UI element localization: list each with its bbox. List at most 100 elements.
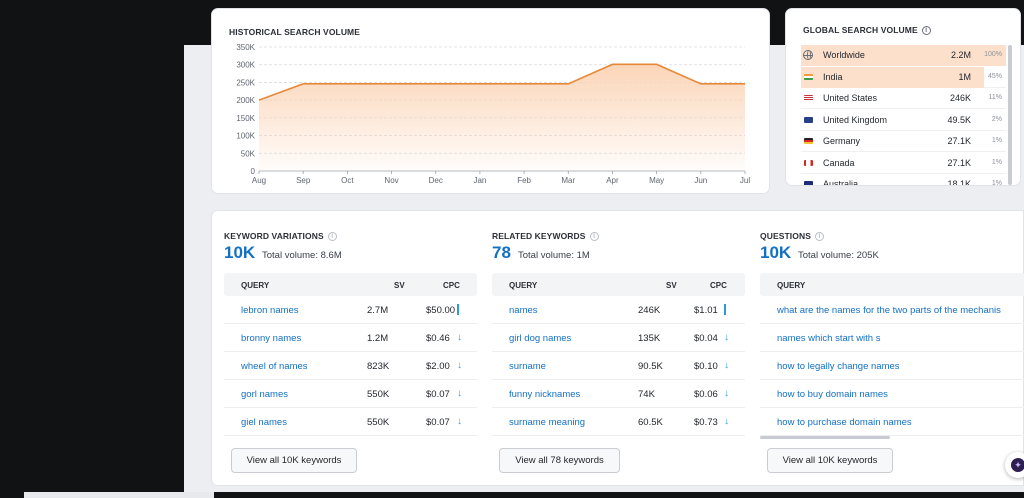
keyword-row: names 246K $1.01 xyxy=(492,296,745,324)
questions-count: 10K xyxy=(760,243,792,262)
data-point[interactable] xyxy=(478,82,482,86)
data-point[interactable] xyxy=(257,98,261,102)
volume-area xyxy=(259,64,745,171)
country-row[interactable]: India 1M 45% xyxy=(801,66,1006,88)
country-volume: 27.1K xyxy=(947,157,971,168)
cpc-value: $0.46 xyxy=(426,333,450,344)
query-column-header[interactable]: QUERY xyxy=(509,281,538,290)
keyword-link[interactable]: what are the names for the two parts of … xyxy=(777,305,1001,316)
country-share: 1% xyxy=(991,137,1002,144)
view-all-related-button[interactable]: View all 78 keywords xyxy=(499,448,620,473)
related-title-text: RELATED KEYWORDS xyxy=(492,231,586,241)
data-point[interactable] xyxy=(699,82,703,86)
trend-down-icon: ↓ xyxy=(724,388,729,399)
y-tick-label: 250K xyxy=(236,78,255,87)
keyword-link[interactable]: how to buy domain names xyxy=(777,389,888,400)
query-column-header[interactable]: QUERY xyxy=(777,281,806,290)
search-volume: 823K xyxy=(367,361,390,372)
y-tick-label: 350K xyxy=(236,43,255,52)
cpc-value: $0.07 xyxy=(426,417,450,428)
keyword-link[interactable]: lebron names xyxy=(241,305,299,316)
related-title: RELATED KEYWORDS i xyxy=(492,231,599,242)
x-tick-label: May xyxy=(649,176,664,185)
search-volume: 60.5K xyxy=(638,417,663,428)
country-row[interactable]: United Kingdom 49.5K 2% xyxy=(801,110,1006,131)
questions-horizontal-scrollbar[interactable] xyxy=(760,436,890,439)
questions-title: QUESTIONS i xyxy=(760,231,824,242)
keyword-link[interactable]: names xyxy=(509,305,538,316)
y-tick-label: 100K xyxy=(236,132,255,141)
data-point[interactable] xyxy=(655,62,659,66)
country-row[interactable]: Worldwide 2.2M 100% xyxy=(801,45,1006,66)
related-count: 78 xyxy=(492,243,511,262)
questions-title-text: QUESTIONS xyxy=(760,231,811,241)
keyword-row: wheel of names 823K $2.00 ↓ xyxy=(224,352,477,380)
flag-australia-icon xyxy=(804,181,813,185)
keyword-link[interactable]: bronny names xyxy=(241,333,302,344)
data-point[interactable] xyxy=(610,62,614,66)
keyword-link[interactable]: wheel of names xyxy=(241,361,308,372)
trend-down-icon: ↓ xyxy=(457,360,462,371)
keyword-link[interactable]: names which start with s xyxy=(777,333,881,344)
related-total-volume: Total volume: 1M xyxy=(518,250,590,261)
data-point[interactable] xyxy=(390,82,394,86)
keyword-link[interactable]: girl dog names xyxy=(509,333,572,344)
keyword-link[interactable]: giel names xyxy=(241,417,287,428)
country-volume: 27.1K xyxy=(947,136,971,146)
scrollbar-thumb[interactable] xyxy=(1008,45,1012,185)
info-icon[interactable]: i xyxy=(327,232,337,242)
data-point[interactable] xyxy=(743,82,747,86)
search-volume: 90.5K xyxy=(638,361,663,372)
cpc-value: $0.73 xyxy=(694,417,718,428)
taskbar-strip xyxy=(0,492,1024,498)
questions-table-header: QUERY xyxy=(760,273,1024,296)
keyword-link[interactable]: surname xyxy=(509,361,546,372)
cpc-column-header[interactable]: CPC xyxy=(710,281,727,290)
assistant-button[interactable]: ✦ xyxy=(1005,452,1024,478)
data-point[interactable] xyxy=(522,82,526,86)
cpc-value: $50.00 xyxy=(426,305,456,316)
keyword-link[interactable]: gorl names xyxy=(241,389,288,400)
variations-table-header: QUERY SV CPC xyxy=(224,273,477,296)
variations-title: KEYWORD VARIATIONS i xyxy=(224,231,337,242)
country-share: 100% xyxy=(984,51,1002,58)
cpc-value: $2.00 xyxy=(426,361,450,372)
view-all-questions-button[interactable]: View all 10K keywords xyxy=(767,448,893,473)
country-row[interactable]: Australia 18.1K 1% xyxy=(801,174,1006,186)
country-row[interactable]: Germany 27.1K 1% xyxy=(801,131,1006,152)
data-point[interactable] xyxy=(345,82,349,86)
sv-column-header[interactable]: SV xyxy=(666,281,677,290)
data-point[interactable] xyxy=(301,82,305,86)
keyword-link[interactable]: surname meaning xyxy=(509,417,586,428)
info-icon[interactable]: i xyxy=(589,232,599,242)
keyword-link[interactable]: funny nicknames xyxy=(509,389,581,400)
country-share: 1% xyxy=(991,158,1002,166)
trend-down-icon: ↓ xyxy=(457,332,462,343)
historical-card-title: HISTORICAL SEARCH VOLUME xyxy=(229,27,361,37)
country-volume: 18.1K xyxy=(947,179,971,186)
info-icon[interactable]: i xyxy=(814,232,824,242)
questions-section: QUESTIONS i 10K Total volume: 205K QUERY … xyxy=(760,211,1024,487)
info-icon[interactable]: i xyxy=(921,26,931,36)
keyword-row: how to buy domain names xyxy=(760,380,1024,408)
trend-down-icon: ↓ xyxy=(724,416,729,427)
keyword-link[interactable]: how to purchase domain names xyxy=(777,417,912,428)
data-point[interactable] xyxy=(434,82,438,86)
view-all-variations-button[interactable]: View all 10K keywords xyxy=(231,448,357,473)
country-share: 1% xyxy=(991,180,1002,186)
keyword-link[interactable]: how to legally change names xyxy=(777,361,900,372)
trend-down-icon: ↓ xyxy=(457,388,462,399)
data-point[interactable] xyxy=(566,82,570,86)
country-volume: 1M xyxy=(958,71,971,82)
country-name: Australia xyxy=(823,179,859,186)
x-tick-label: Feb xyxy=(517,176,531,185)
cpc-column-header[interactable]: CPC xyxy=(443,281,460,290)
country-list-scrollbar[interactable] xyxy=(1008,45,1012,185)
country-row[interactable]: United States 246K 11% xyxy=(801,88,1006,109)
search-volume: 74K xyxy=(638,389,655,400)
query-column-header[interactable]: QUERY xyxy=(241,281,270,290)
cpc-level-bar xyxy=(457,304,459,315)
sv-column-header[interactable]: SV xyxy=(394,281,405,290)
x-tick-label: Jun xyxy=(694,176,707,185)
country-row[interactable]: Canada 27.1K 1% xyxy=(801,153,1006,174)
